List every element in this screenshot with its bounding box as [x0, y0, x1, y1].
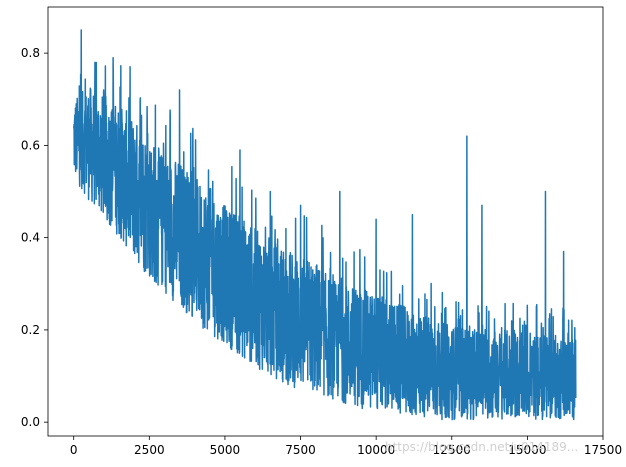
- series-layer: [72, 29, 577, 421]
- y-tick-label: 0.8: [21, 46, 40, 60]
- x-tick-label: 12500: [433, 443, 471, 457]
- x-tick-label: 0: [70, 443, 78, 457]
- axes-frame: [47, 6, 604, 437]
- y-axis-ticks: 0.0 0.2 0.4 0.6 0.8: [21, 46, 48, 429]
- x-tick-label: 2500: [134, 443, 165, 457]
- plot-border: [47, 6, 604, 437]
- x-tick-label: 17500: [584, 443, 622, 457]
- x-axis-ticks: 0 2500 5000 7500 10000 12500 15000 17500: [70, 436, 622, 457]
- y-tick-label: 0.2: [21, 323, 40, 337]
- y-tick-label: 0.0: [21, 415, 40, 429]
- x-tick-label: 15000: [508, 443, 546, 457]
- y-tick-label: 0.6: [21, 138, 40, 152]
- x-tick-label: 10000: [357, 443, 395, 457]
- series-line-0: [72, 29, 577, 421]
- watermark-text: https://blog.csdn.net/u014189...: [385, 440, 579, 454]
- x-tick-label: 7500: [285, 443, 316, 457]
- x-tick-label: 5000: [210, 443, 241, 457]
- y-tick-label: 0.4: [21, 231, 40, 245]
